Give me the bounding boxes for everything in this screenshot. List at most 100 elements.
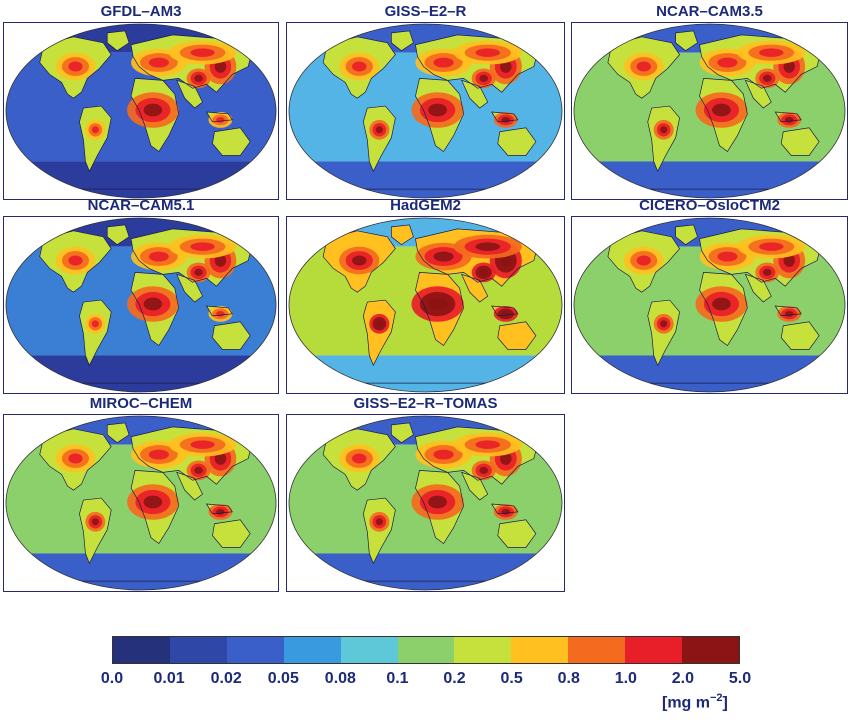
map-panel: NCAR–CAM3.5 bbox=[571, 2, 848, 200]
concentration-contour bbox=[660, 320, 668, 328]
land-greenland bbox=[391, 224, 414, 245]
colorbar-swatch bbox=[113, 637, 170, 663]
concentration-contour bbox=[375, 320, 383, 328]
coastline-greenland bbox=[106, 422, 130, 444]
coastline-indonesia bbox=[491, 305, 519, 317]
map-frame bbox=[3, 414, 279, 592]
colorbar-tick-label: 0.8 bbox=[557, 670, 580, 687]
colorbar-tick-label: 2.0 bbox=[671, 670, 695, 687]
panel-title: GFDL–AM3 bbox=[100, 3, 182, 20]
coastline-north-america bbox=[322, 36, 396, 99]
concentration-contour bbox=[479, 268, 489, 276]
land-australia bbox=[212, 321, 251, 350]
map-panel: GISS–E2–R bbox=[286, 2, 565, 200]
coastline-australia bbox=[497, 127, 537, 156]
concentration-contour bbox=[433, 251, 454, 262]
concentration-contour bbox=[148, 57, 169, 68]
map-frame bbox=[3, 22, 279, 200]
coastline-africa bbox=[699, 272, 748, 347]
ocean-band bbox=[289, 161, 562, 199]
land-greenland bbox=[391, 30, 414, 51]
concentration-contour bbox=[501, 117, 511, 123]
coastline-arabia-india bbox=[744, 273, 772, 303]
land-greenland bbox=[391, 422, 414, 443]
concentration-contour bbox=[190, 440, 215, 449]
concentration-contour bbox=[190, 48, 215, 57]
colorbar-swatch bbox=[625, 637, 683, 663]
ocean-band bbox=[573, 355, 846, 393]
colorbar-swatch bbox=[283, 637, 341, 663]
coastline-australia bbox=[212, 321, 251, 350]
land-greenland bbox=[107, 30, 130, 51]
globe-border bbox=[288, 23, 563, 199]
concentration-contour bbox=[433, 57, 454, 68]
coastline-greenland bbox=[106, 224, 130, 246]
concentration-contour bbox=[190, 242, 215, 251]
coastline-greenland bbox=[391, 30, 414, 52]
map-panel: MIROC–CHEM bbox=[3, 394, 279, 592]
coastline-arabia-india bbox=[744, 79, 772, 109]
concentration-contour bbox=[475, 242, 501, 251]
coastline-africa bbox=[415, 470, 465, 545]
map-frame bbox=[571, 22, 848, 200]
panel-title: GISS–E2–R bbox=[384, 3, 467, 20]
concentration-contour bbox=[148, 251, 169, 262]
panel-title: MIROC–CHEM bbox=[89, 395, 193, 412]
concentration-contour bbox=[783, 60, 795, 73]
colorbar-swatch bbox=[397, 637, 455, 663]
land-australia bbox=[781, 321, 820, 350]
land-arabia-india bbox=[176, 80, 203, 109]
colorbar-units: [mg m−2] bbox=[662, 692, 728, 712]
coastline-south-america bbox=[79, 299, 112, 367]
land-australia bbox=[497, 127, 536, 156]
concentration-contour bbox=[762, 74, 772, 82]
coastline-greenland bbox=[391, 422, 414, 444]
coastline-arabia-india bbox=[176, 273, 203, 303]
concentration-contour bbox=[712, 297, 731, 311]
coastline-australia bbox=[780, 321, 820, 350]
colorbar bbox=[112, 636, 740, 664]
coastline-australia bbox=[780, 127, 820, 156]
ocean-band bbox=[5, 161, 277, 199]
coastline-australia bbox=[212, 127, 251, 156]
coastline-indonesia bbox=[774, 305, 802, 317]
coastline-australia bbox=[212, 519, 251, 548]
coastline-south-america bbox=[362, 299, 396, 367]
concentration-contour bbox=[433, 449, 454, 460]
concentration-contour bbox=[501, 509, 511, 515]
globe-border bbox=[573, 217, 846, 393]
concentration-contour bbox=[214, 254, 227, 267]
land-arabia-india bbox=[745, 80, 772, 109]
concentration-contour bbox=[91, 518, 99, 526]
ocean-band bbox=[289, 355, 562, 393]
colorbar-tick-label: 0.0 bbox=[100, 670, 124, 687]
concentration-contour bbox=[717, 57, 738, 68]
concentration-contour bbox=[475, 48, 501, 57]
coastline-arabia-india bbox=[176, 471, 203, 501]
concentration-contour bbox=[352, 255, 367, 266]
land-greenland bbox=[675, 224, 698, 245]
coastline-north-america bbox=[39, 36, 112, 99]
globe-border bbox=[288, 217, 563, 393]
coastline-south-america bbox=[79, 105, 112, 173]
concentration-contour bbox=[194, 74, 203, 82]
colorbar-tick-label: 0.08 bbox=[324, 670, 356, 687]
concentration-contour bbox=[784, 117, 794, 123]
land-arabia-india bbox=[461, 472, 488, 501]
map-frame bbox=[286, 22, 565, 200]
concentration-contour bbox=[500, 452, 512, 465]
concentration-contour bbox=[216, 509, 225, 515]
coastline-south-america bbox=[647, 299, 680, 367]
map-svg bbox=[288, 415, 563, 591]
coastline-africa bbox=[415, 272, 465, 347]
coastline-africa bbox=[415, 78, 465, 153]
globe-border bbox=[5, 415, 277, 591]
concentration-contour bbox=[636, 255, 651, 266]
map-frame bbox=[571, 216, 848, 394]
ocean-band bbox=[5, 355, 277, 393]
concentration-contour bbox=[375, 126, 383, 134]
coastline-indonesia bbox=[491, 111, 519, 123]
coastline-africa bbox=[130, 272, 180, 347]
colorbar-tick-label: 0.1 bbox=[386, 670, 409, 687]
land-australia bbox=[497, 519, 536, 548]
